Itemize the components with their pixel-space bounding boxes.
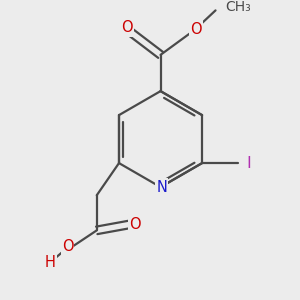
- Text: O: O: [121, 20, 132, 35]
- Text: O: O: [190, 22, 201, 37]
- Text: N: N: [156, 180, 167, 195]
- Text: H: H: [45, 255, 56, 270]
- Text: CH₃: CH₃: [226, 0, 251, 14]
- Text: O: O: [62, 239, 73, 254]
- Text: I: I: [246, 156, 251, 171]
- Text: O: O: [129, 217, 141, 232]
